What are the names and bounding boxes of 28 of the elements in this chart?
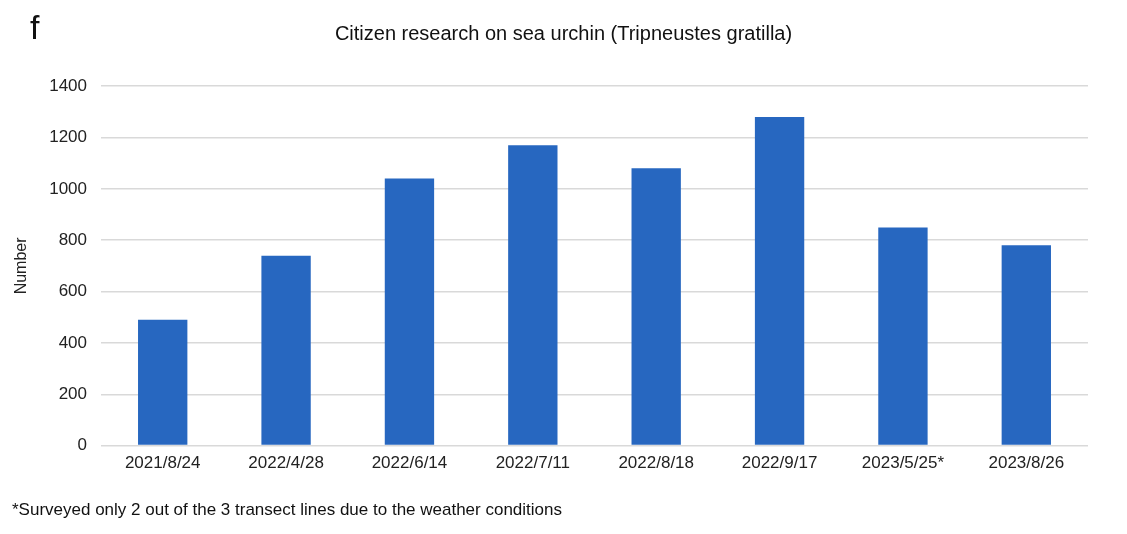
x-tick-label: 2022/4/28 [248, 453, 324, 473]
text: f [30, 8, 40, 47]
bar [878, 227, 928, 445]
bar [754, 117, 805, 445]
x-tick-label: 2022/9/17 [741, 453, 818, 473]
x-tick-label: 2022/8/18 [618, 453, 695, 473]
y-tick-label: 200 [58, 383, 88, 403]
bar [1001, 245, 1051, 445]
bar [261, 255, 311, 445]
x-tick-label: 2022/7/11 [495, 453, 571, 473]
chart-title: Citizen research on sea urchin (Tripneustes gratilla) [334, 22, 793, 44]
bar [631, 168, 681, 445]
y-tick-label: 800 [58, 229, 88, 249]
x-tick-label: 2023/8/26 [988, 453, 1065, 473]
bar [384, 178, 435, 445]
x-tick-label: 2022/6/14 [371, 453, 448, 473]
bar [138, 319, 188, 445]
y-tick-label: 1400 [49, 75, 88, 95]
y-tick-label: 400 [58, 332, 88, 352]
y-tick-label: 1000 [49, 178, 88, 198]
x-tick-label: 2021/8/24 [124, 453, 201, 473]
x-tick-label: 2023/5/25* [861, 453, 945, 473]
y-tick-label: 600 [58, 281, 88, 301]
bar [508, 145, 558, 445]
y-tick-label: 1200 [49, 127, 88, 147]
y-tick-label: 0 [77, 435, 88, 455]
text: *Surveyed only 2 out of the 3 transect lines due to the weather conditions [12, 500, 563, 520]
y-axis-title: Number [12, 236, 30, 295]
